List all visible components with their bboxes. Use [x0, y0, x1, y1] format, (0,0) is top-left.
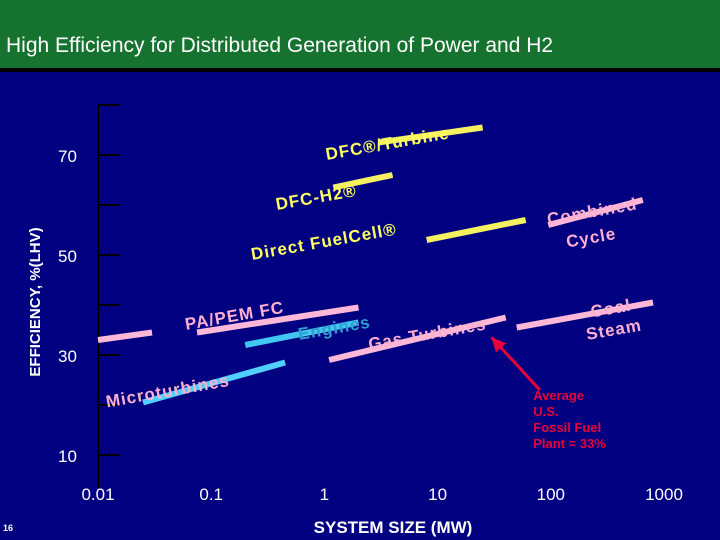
x-tick-label: 1: [320, 485, 329, 504]
series-pa-pem-fc: [196, 304, 359, 336]
callout-line: Fossil Fuel: [533, 420, 601, 435]
x-tick-label: 1000: [645, 485, 683, 504]
label-combined-cycle-1: Combined: [546, 194, 639, 229]
series-coal-steam: [516, 299, 654, 331]
series-direct-fuelcell: [426, 217, 527, 243]
x-tick-label: 10: [428, 485, 447, 504]
slide-title: High Efficiency for Distributed Generati…: [6, 34, 554, 57]
series-microturbines: [142, 359, 286, 406]
y-tick-label: 50: [58, 247, 77, 266]
label-microturbines: Microturbines: [104, 371, 231, 411]
y-axis-label: EFFICIENCY, %(LHV): [27, 227, 44, 376]
label-dfc-h2: DFC-H2®: [274, 181, 358, 214]
slide-number: 16: [3, 523, 14, 533]
series-baseline: [97, 329, 153, 343]
callout-line: U.S.: [533, 404, 558, 419]
series-dfc-turbine: [377, 124, 484, 146]
title-divider: [0, 68, 720, 72]
x-tick-label: 0.01: [81, 485, 114, 504]
y-tick-label: 10: [58, 447, 77, 466]
callout-line: Plant = 33%: [533, 436, 606, 451]
series-combined-cycle: [547, 197, 644, 228]
label-gas-turbines: Gas Turbines: [367, 314, 488, 353]
callout-line: Average: [533, 388, 584, 403]
label-dfc-turbine: DFC®/Turbine: [324, 123, 451, 163]
label-direct-fuelcell: Direct FuelCell®: [250, 220, 399, 264]
series-dfc-h2: [332, 172, 394, 191]
label-combined-cycle-2: Cycle: [565, 224, 618, 251]
callout-arrow-head: [491, 337, 507, 353]
x-axis-label: SYSTEM SIZE (MW): [314, 518, 473, 537]
series-engines: [244, 319, 360, 348]
x-tick-label: 0.1: [199, 485, 223, 504]
y-tick-label: 30: [58, 347, 77, 366]
x-tick-label: 100: [537, 485, 565, 504]
y-tick-label: 70: [58, 147, 77, 166]
title-bar: High Efficiency for Distributed Generati…: [0, 0, 720, 72]
series-gas-turbines: [328, 314, 507, 363]
